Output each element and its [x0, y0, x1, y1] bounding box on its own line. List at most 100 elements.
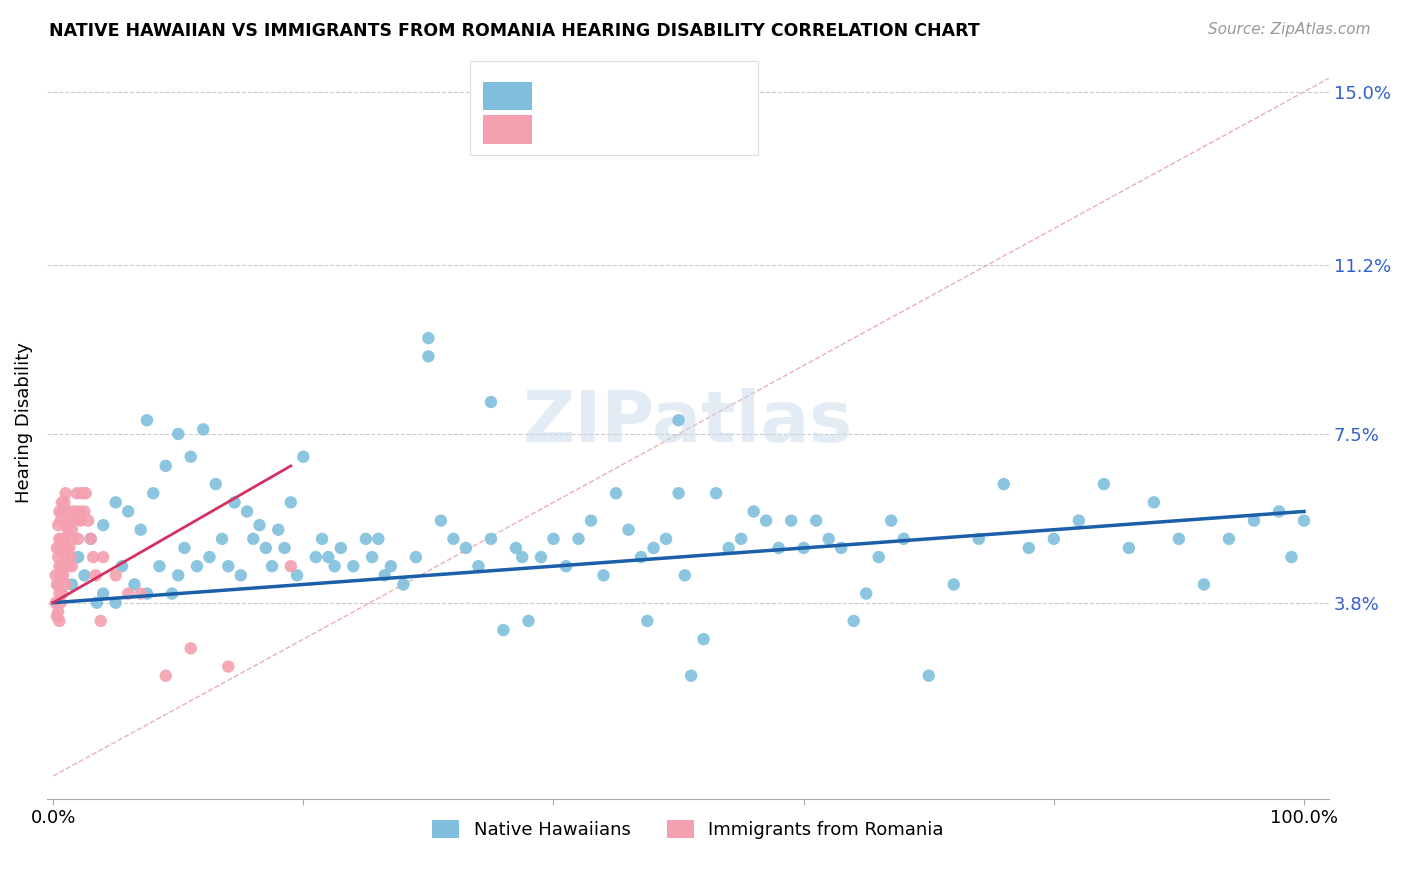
- Point: [617, 523, 640, 537]
- Point: [636, 614, 658, 628]
- Point: [67, 550, 90, 565]
- Point: [84, 568, 107, 582]
- Point: [967, 532, 990, 546]
- Point: [418, 350, 440, 364]
- Point: [418, 331, 440, 345]
- Point: [90, 614, 112, 628]
- Point: [129, 586, 152, 600]
- Point: [51, 532, 73, 546]
- Point: [46, 577, 69, 591]
- Point: [655, 532, 678, 546]
- Legend: Native Hawaiians, Immigrants from Romania: Native Hawaiians, Immigrants from Romani…: [425, 813, 950, 847]
- Point: [63, 504, 86, 518]
- Point: [51, 495, 73, 509]
- Point: [467, 559, 489, 574]
- Point: [55, 486, 77, 500]
- Point: [530, 550, 553, 565]
- Point: [555, 559, 578, 574]
- Text: 0.219: 0.219: [586, 120, 638, 139]
- Point: [893, 532, 915, 546]
- Point: [454, 541, 477, 555]
- Point: [311, 532, 333, 546]
- Point: [58, 504, 80, 518]
- Point: [46, 550, 69, 565]
- Point: [254, 541, 277, 555]
- Point: [793, 541, 815, 555]
- Point: [517, 614, 540, 628]
- Point: [58, 541, 80, 555]
- Point: [1243, 514, 1265, 528]
- Point: [91, 550, 114, 565]
- Point: [668, 413, 690, 427]
- Point: [111, 559, 134, 574]
- Point: [704, 486, 727, 500]
- Point: [1192, 577, 1215, 591]
- Point: [180, 641, 202, 656]
- Point: [855, 586, 877, 600]
- Point: [543, 532, 565, 546]
- Point: [1118, 541, 1140, 555]
- Point: [77, 514, 100, 528]
- Point: [56, 523, 79, 537]
- Point: [60, 577, 83, 591]
- Point: [117, 504, 139, 518]
- Point: [492, 623, 515, 637]
- Point: [60, 559, 83, 574]
- Text: R =: R =: [546, 87, 585, 105]
- Point: [479, 395, 502, 409]
- Point: [45, 596, 67, 610]
- Point: [173, 541, 195, 555]
- Point: [142, 486, 165, 500]
- Point: [45, 568, 67, 582]
- Point: [49, 541, 72, 555]
- FancyBboxPatch shape: [470, 62, 758, 155]
- Point: [167, 568, 190, 582]
- Point: [52, 504, 75, 518]
- Point: [136, 586, 159, 600]
- Point: [65, 514, 87, 528]
- Point: [768, 541, 790, 555]
- Point: [579, 514, 602, 528]
- Point: [67, 532, 90, 546]
- Point: [323, 559, 346, 574]
- Point: [180, 450, 202, 464]
- Point: [374, 568, 396, 582]
- Point: [217, 659, 239, 673]
- Point: [292, 450, 315, 464]
- Point: [842, 614, 865, 628]
- Point: [56, 559, 79, 574]
- Point: [70, 486, 93, 500]
- Point: [45, 609, 67, 624]
- Point: [380, 559, 402, 574]
- Point: [1281, 550, 1303, 565]
- Text: ZIPatlas: ZIPatlas: [523, 388, 853, 457]
- Point: [53, 532, 76, 546]
- Point: [155, 458, 177, 473]
- Point: [742, 504, 765, 518]
- Point: [79, 532, 101, 546]
- Point: [730, 532, 752, 546]
- Point: [155, 668, 177, 682]
- Point: [1092, 477, 1115, 491]
- Point: [45, 577, 67, 591]
- FancyBboxPatch shape: [482, 115, 531, 145]
- Point: [186, 559, 208, 574]
- Point: [1067, 514, 1090, 528]
- Point: [45, 541, 67, 555]
- Point: [124, 577, 146, 591]
- Point: [1043, 532, 1066, 546]
- Point: [267, 523, 290, 537]
- Text: 65: 65: [700, 120, 723, 139]
- Point: [510, 550, 533, 565]
- Point: [236, 504, 259, 518]
- Point: [48, 532, 70, 546]
- Point: [136, 413, 159, 427]
- Point: [630, 550, 652, 565]
- Point: [129, 523, 152, 537]
- Point: [441, 532, 464, 546]
- Point: [69, 514, 91, 528]
- Point: [868, 550, 890, 565]
- Point: [51, 559, 73, 574]
- Point: [91, 518, 114, 533]
- Point: [605, 486, 627, 500]
